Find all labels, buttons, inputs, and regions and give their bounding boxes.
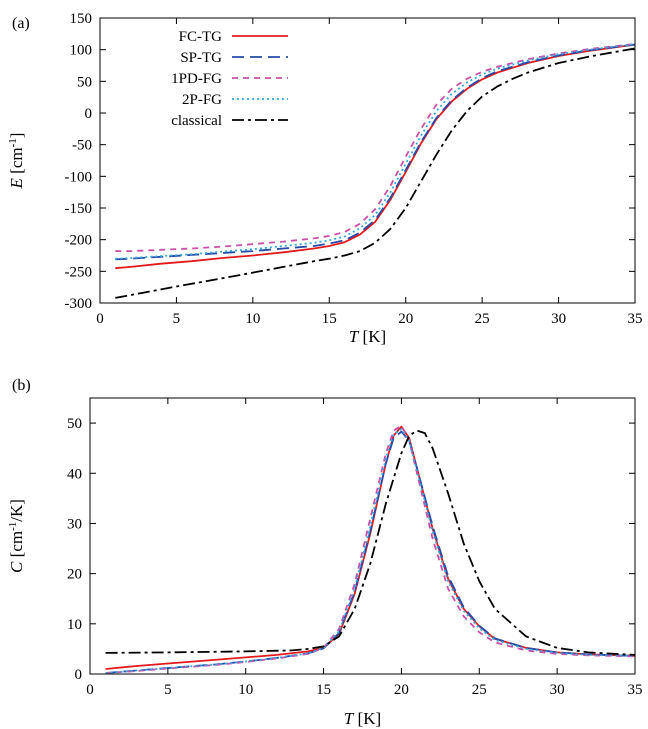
y-tick-label: 50 <box>67 416 82 432</box>
x-tick-label: 20 <box>398 311 413 327</box>
panel-label: (a) <box>12 15 30 32</box>
x-tick-label: 30 <box>551 311 566 327</box>
y-tick-label: 100 <box>70 43 93 59</box>
y-tick-label: 40 <box>67 466 82 482</box>
y-axis-title: E [cm-1] <box>7 133 26 190</box>
legend-label: FC-TG <box>179 29 223 45</box>
y-tick-label: 0 <box>85 106 93 122</box>
series-line-classical <box>105 429 635 656</box>
x-tick-label: 5 <box>173 311 181 327</box>
panel-b: (b) 0 5 10 15 20 25 30 35 0 10 20 30 40 50 T [K] C [cm-1… <box>7 377 643 728</box>
y-tick-label: -300 <box>65 296 93 312</box>
y-tick-label: 30 <box>67 516 82 532</box>
x-tick-label: 20 <box>394 682 409 698</box>
series-line-FC-TG <box>115 43 635 270</box>
y-tick-label: -200 <box>65 233 93 249</box>
y-tick-label: 150 <box>70 11 93 27</box>
series-group <box>115 43 635 299</box>
y-tick-label: 20 <box>67 567 82 583</box>
series-line-2P-FG <box>115 43 635 260</box>
series-line-SP-TG <box>115 43 635 261</box>
legend-label: SP-TG <box>180 50 222 66</box>
legend-label: 1PD-FG <box>171 71 222 87</box>
panel-a: (a) 0 5 10 15 20 25 30 35 -300 -250 -200 -150 -100 -50… <box>7 11 643 346</box>
series-line-SP-TG <box>105 430 635 674</box>
series-line-1PD-FG <box>105 424 635 674</box>
x-tick-label: 15 <box>322 311 337 327</box>
y-axis-title: C [cm-1/K] <box>7 499 26 573</box>
y-tick-label: -50 <box>72 138 92 154</box>
x-tick-label: 10 <box>245 311 260 327</box>
legend: FC-TG SP-TG 1PD-FG 2P-FG classical <box>171 29 288 129</box>
plot-frame <box>89 397 636 675</box>
y-tick-label: -250 <box>65 264 93 280</box>
series-group <box>105 424 635 674</box>
y-tick-label: 10 <box>67 617 82 633</box>
x-tick-label: 15 <box>316 682 331 698</box>
x-axis-title: T [K] <box>344 709 381 728</box>
y-tick-label: -100 <box>65 169 93 185</box>
x-tick-label: 5 <box>164 682 172 698</box>
series-line-2P-FG <box>105 428 635 674</box>
y-tick-label: -150 <box>65 201 93 217</box>
series-line-classical <box>115 47 635 299</box>
x-tick-label: 10 <box>238 682 253 698</box>
x-tick-label: 30 <box>550 682 565 698</box>
x-tick-label: 25 <box>475 311 490 327</box>
plot-frame <box>99 17 636 304</box>
x-tick-label: 0 <box>86 682 94 698</box>
series-line-1PD-FG <box>115 43 635 253</box>
x-tick-label: 0 <box>96 311 104 327</box>
x-tick-label: 25 <box>472 682 487 698</box>
x-tick-label: 35 <box>628 682 643 698</box>
panel-label: (b) <box>12 377 31 394</box>
legend-label: 2P-FG <box>182 92 222 108</box>
series-line-FC-TG <box>105 425 635 670</box>
legend-label: classical <box>171 113 222 129</box>
x-tick-label: 35 <box>628 311 643 327</box>
y-tick-label: 0 <box>75 667 83 683</box>
y-tick-label: 50 <box>77 74 92 90</box>
x-axis-title: T [K] <box>349 327 386 346</box>
